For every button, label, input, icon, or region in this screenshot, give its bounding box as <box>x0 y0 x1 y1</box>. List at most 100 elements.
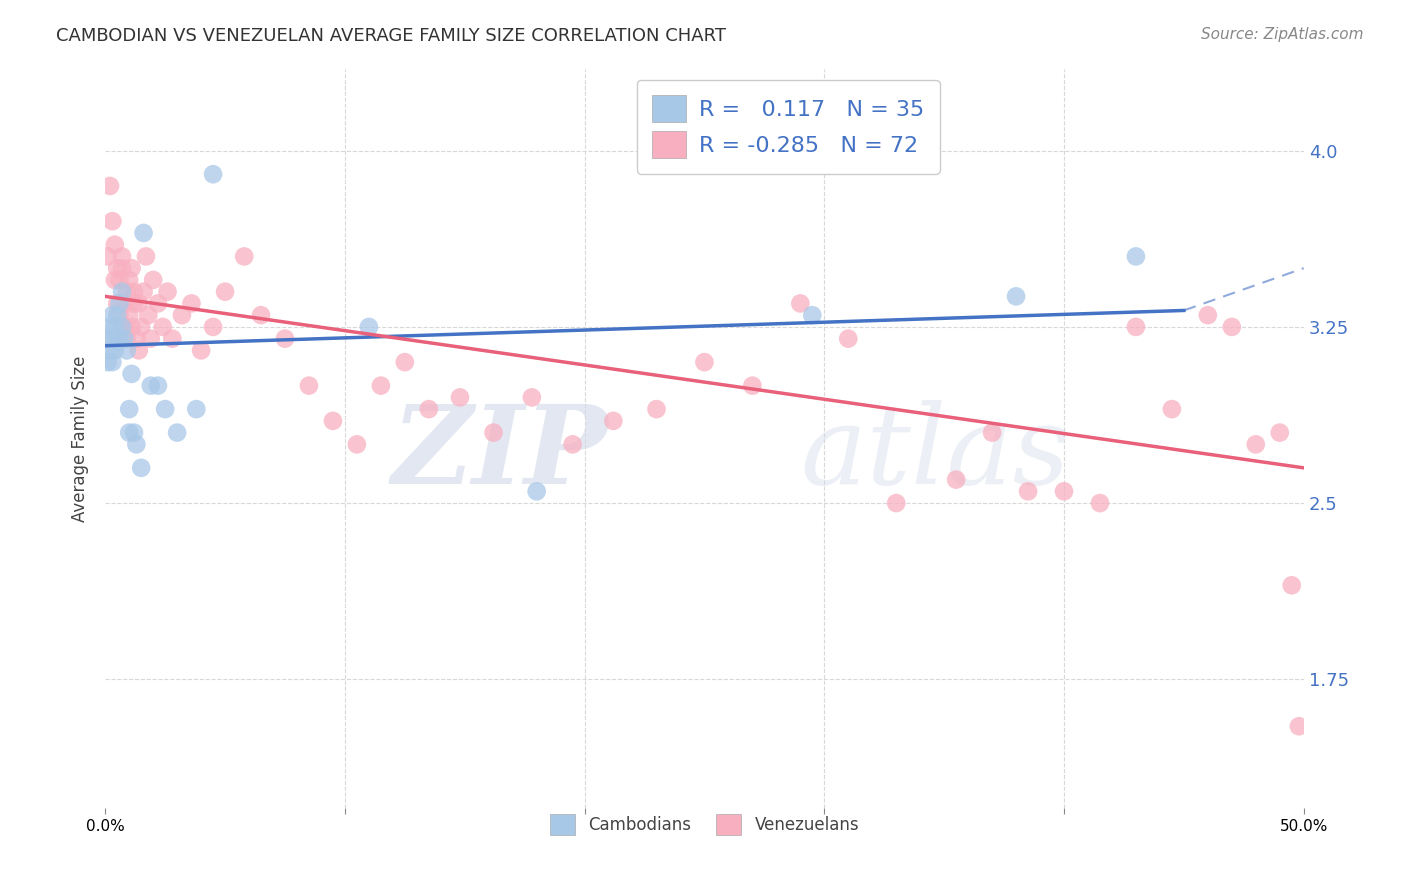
Point <box>139 332 162 346</box>
Point <box>101 214 124 228</box>
Point <box>1053 484 1076 499</box>
Point <box>104 273 127 287</box>
Point <box>118 402 141 417</box>
Point <box>449 390 471 404</box>
Point <box>370 378 392 392</box>
Point <box>741 378 763 392</box>
Point <box>112 296 135 310</box>
Point <box>105 332 128 346</box>
Text: ZIP: ZIP <box>392 400 609 507</box>
Point <box>125 437 148 451</box>
Point <box>125 332 148 346</box>
Point <box>146 378 169 392</box>
Point <box>122 296 145 310</box>
Point <box>884 496 907 510</box>
Point <box>156 285 179 299</box>
Point <box>214 285 236 299</box>
Point <box>526 484 548 499</box>
Point <box>129 460 152 475</box>
Point <box>122 425 145 440</box>
Point <box>101 355 124 369</box>
Text: atlas: atlas <box>800 400 1070 507</box>
Point <box>801 308 824 322</box>
Point <box>105 261 128 276</box>
Point <box>190 343 212 358</box>
Y-axis label: Average Family Size: Average Family Size <box>72 355 89 522</box>
Point <box>108 308 131 322</box>
Point <box>115 332 138 346</box>
Point <box>111 249 134 263</box>
Point <box>322 414 344 428</box>
Point <box>945 473 967 487</box>
Point <box>166 425 188 440</box>
Point <box>1005 289 1028 303</box>
Point <box>115 343 138 358</box>
Point <box>202 319 225 334</box>
Point <box>101 308 124 322</box>
Point <box>357 319 380 334</box>
Point <box>1017 484 1039 499</box>
Point <box>108 332 131 346</box>
Point <box>108 296 131 310</box>
Point <box>108 273 131 287</box>
Point <box>111 319 134 334</box>
Point <box>104 237 127 252</box>
Point <box>1197 308 1219 322</box>
Point <box>111 261 134 276</box>
Point <box>122 285 145 299</box>
Point <box>789 296 811 310</box>
Point <box>394 355 416 369</box>
Point <box>112 319 135 334</box>
Point <box>98 178 121 193</box>
Point <box>298 378 321 392</box>
Point <box>98 343 121 358</box>
Text: CAMBODIAN VS VENEZUELAN AVERAGE FAMILY SIZE CORRELATION CHART: CAMBODIAN VS VENEZUELAN AVERAGE FAMILY S… <box>56 27 727 45</box>
Point <box>132 285 155 299</box>
Point <box>104 343 127 358</box>
Point <box>1244 437 1267 451</box>
Point <box>202 167 225 181</box>
Point <box>118 273 141 287</box>
Point <box>250 308 273 322</box>
Point <box>1268 425 1291 440</box>
Legend: Cambodians, Venezuelans: Cambodians, Venezuelans <box>540 805 869 845</box>
Point <box>180 296 202 310</box>
Point <box>121 319 143 334</box>
Point <box>112 332 135 346</box>
Point <box>170 308 193 322</box>
Point <box>561 437 583 451</box>
Point <box>118 308 141 322</box>
Point <box>162 332 184 346</box>
Point <box>1160 402 1182 417</box>
Point <box>645 402 668 417</box>
Point <box>139 378 162 392</box>
Point <box>1088 496 1111 510</box>
Point <box>121 367 143 381</box>
Point <box>118 425 141 440</box>
Point <box>274 332 297 346</box>
Text: Source: ZipAtlas.com: Source: ZipAtlas.com <box>1201 27 1364 42</box>
Point <box>111 285 134 299</box>
Point <box>981 425 1004 440</box>
Point <box>121 261 143 276</box>
Point <box>97 249 120 263</box>
Point <box>98 319 121 334</box>
Point <box>152 319 174 334</box>
Point <box>1125 319 1147 334</box>
Point <box>128 296 150 310</box>
Point <box>1220 319 1243 334</box>
Point <box>138 308 160 322</box>
Point <box>104 319 127 334</box>
Point <box>482 425 505 440</box>
Point <box>128 343 150 358</box>
Point <box>1281 578 1303 592</box>
Point <box>132 226 155 240</box>
Point <box>101 332 124 346</box>
Point <box>520 390 543 404</box>
Point <box>105 308 128 322</box>
Point <box>1288 719 1310 733</box>
Point <box>105 296 128 310</box>
Point <box>233 249 256 263</box>
Point <box>693 355 716 369</box>
Point <box>602 414 624 428</box>
